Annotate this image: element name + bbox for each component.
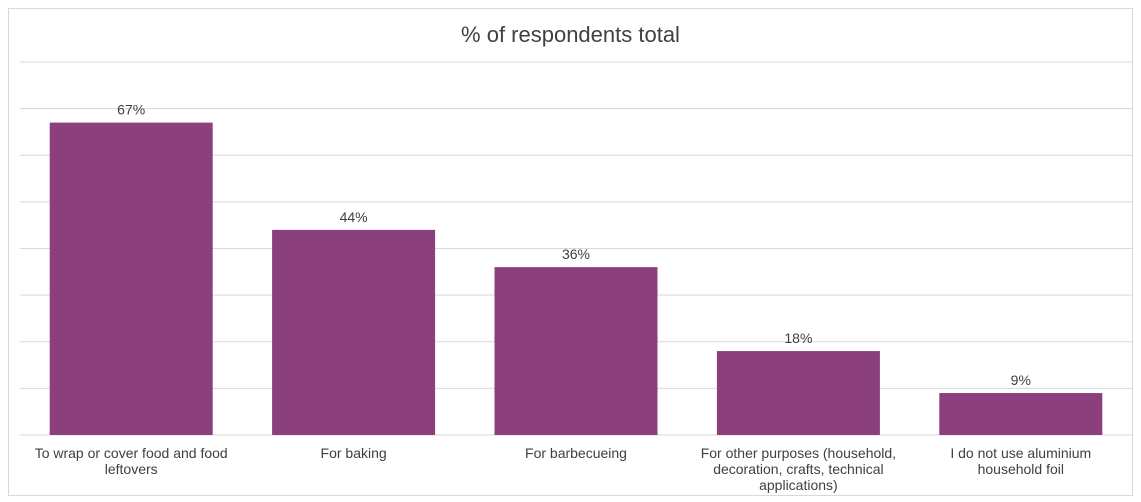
data-label: 36% — [562, 246, 590, 262]
data-label: 67% — [117, 102, 145, 118]
data-label: 9% — [1011, 372, 1031, 388]
data-label: 18% — [784, 330, 812, 346]
bar — [494, 267, 658, 435]
data-label: 44% — [340, 209, 368, 225]
bar — [716, 351, 880, 435]
category-label-line: leftovers — [105, 461, 158, 477]
category-label: To wrap or cover food and food leftovers — [35, 445, 228, 477]
bar — [272, 229, 436, 435]
category-label-line: For barbecueing — [525, 445, 627, 461]
chart-title: % of respondents total — [461, 22, 680, 47]
category-label-line: applications) — [759, 477, 838, 493]
category-label-line: For baking — [321, 445, 387, 461]
category-label: For barbecueing — [525, 445, 627, 461]
category-label: I do not use aluminium household foil — [950, 445, 1091, 477]
category-label: For other purposes (household, decoration… — [701, 445, 896, 493]
bar — [939, 393, 1103, 435]
category-label-line: decoration, crafts, technical — [713, 461, 883, 477]
bar — [49, 122, 213, 436]
category-label-line: I do not use aluminium — [950, 445, 1091, 461]
category-label-line: For other purposes (household, — [701, 445, 896, 461]
category-label: For baking — [321, 445, 387, 461]
category-label-line: household foil — [978, 461, 1064, 477]
category-label-line: To wrap or cover food and food — [35, 445, 228, 461]
